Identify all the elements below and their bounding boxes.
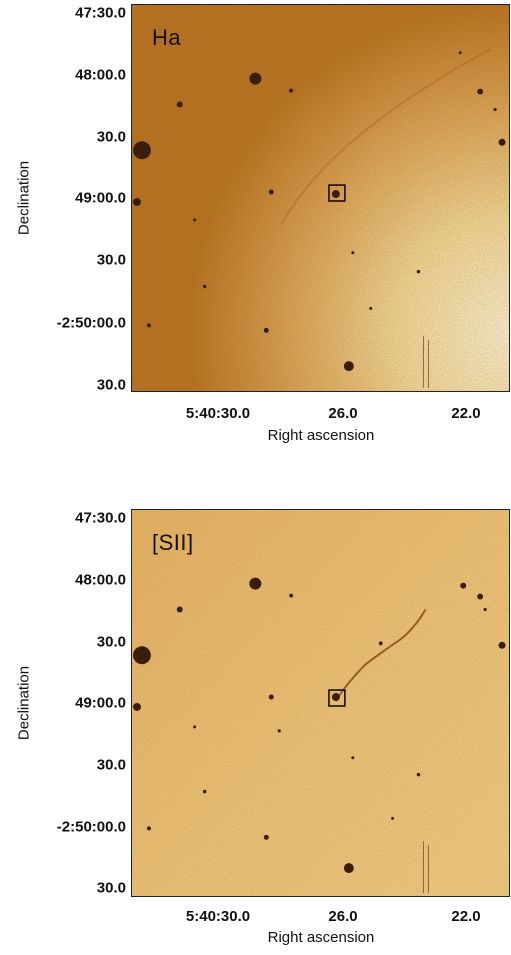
sii-stars <box>132 577 506 874</box>
x-tick: 22.0 <box>451 908 481 925</box>
x-tick: 26.0 <box>328 405 358 422</box>
y-tick: 49:00.0 <box>75 694 126 712</box>
ha-image-frame: Ha <box>131 4 510 392</box>
y-tick: 30.0 <box>96 879 126 897</box>
sii-image-frame: [SII] <box>131 509 510 897</box>
filter-label-sii: [SII] <box>152 530 194 555</box>
y-tick: 47:30.0 <box>75 4 126 22</box>
filter-label-ha: Ha <box>152 25 182 50</box>
y-tick: 30.0 <box>96 633 126 651</box>
x-axis-label: Right ascension <box>267 929 375 946</box>
x-tick: 5:40:30.0 <box>185 908 251 925</box>
y-tick: 48:00.0 <box>75 66 126 84</box>
x-tick: 5:40:30.0 <box>185 405 251 422</box>
y-tick: -2:50:00.0 <box>56 818 126 836</box>
sii-image <box>132 510 509 896</box>
ha-panel: Ha 47:30.0 48:00.0 30.0 49:00.0 30.0 -2:… <box>0 0 511 465</box>
y-tick: 30.0 <box>96 756 126 774</box>
y-tick: 49:00.0 <box>75 189 126 207</box>
y-tick: 30.0 <box>96 376 126 394</box>
ha-stars <box>132 51 506 372</box>
y-axis-label: Declination <box>15 665 33 741</box>
x-tick: 22.0 <box>451 405 481 422</box>
x-tick: 26.0 <box>328 908 358 925</box>
y-tick: 47:30.0 <box>75 509 126 527</box>
y-tick: 30.0 <box>96 128 126 146</box>
y-tick: -2:50:00.0 <box>56 314 126 332</box>
y-axis-label: Declination <box>15 160 33 236</box>
y-tick: 48:00.0 <box>75 571 126 589</box>
y-tick: 30.0 <box>96 251 126 269</box>
x-axis-label: Right ascension <box>267 427 375 444</box>
sii-panel: [SII] 47:30.0 48:00.0 30.0 49:00.0 30.0 … <box>0 505 511 955</box>
ha-image <box>132 5 509 391</box>
